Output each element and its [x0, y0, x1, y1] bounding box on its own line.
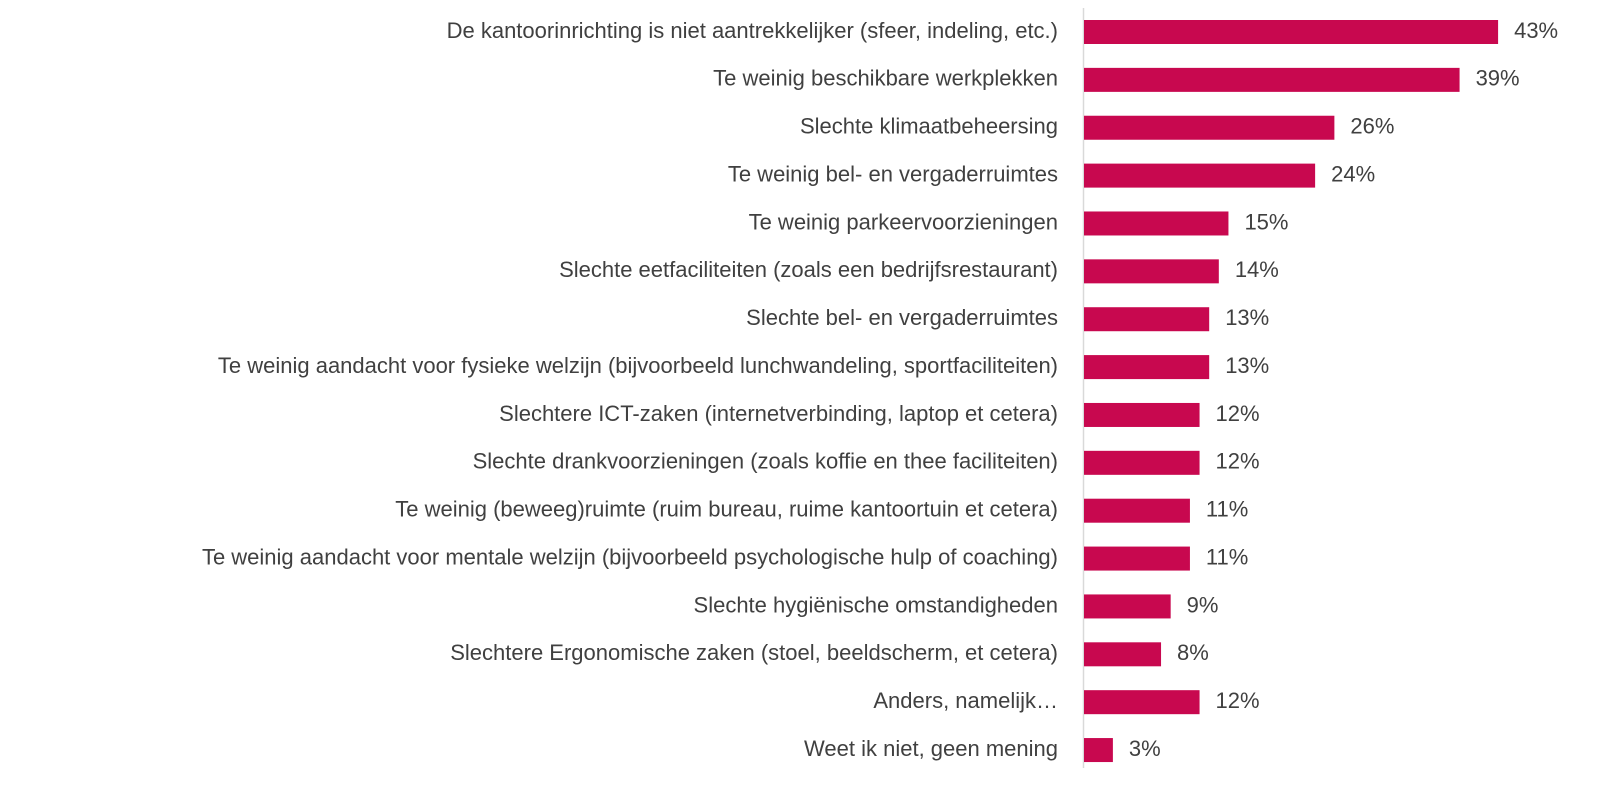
bar: [1084, 355, 1210, 380]
value-label: 13%: [1225, 353, 1269, 378]
value-label: 12%: [1216, 449, 1260, 474]
category-label: Te weinig (beweeg)ruimte (ruim bureau, r…: [395, 497, 1058, 522]
category-label: Te weinig parkeervoorzieningen: [749, 209, 1058, 234]
category-label: Te weinig beschikbare werkplekken: [713, 66, 1058, 91]
value-label: 12%: [1216, 688, 1260, 713]
category-label: Te weinig bel- en vergaderruimtes: [728, 161, 1058, 186]
bar: [1084, 402, 1200, 427]
bar: [1084, 738, 1113, 763]
value-label: 11%: [1206, 544, 1248, 569]
bar: [1084, 690, 1200, 715]
value-label: 14%: [1235, 257, 1279, 282]
value-label: 11%: [1206, 497, 1248, 522]
category-label: De kantoorinrichting is niet aantrekkeli…: [447, 18, 1058, 43]
bar: [1084, 20, 1499, 44]
bar: [1084, 498, 1190, 523]
bar: [1084, 546, 1190, 571]
category-label: Slechte eetfaciliteiten (zoals een bedri…: [559, 257, 1058, 282]
value-label: 8%: [1177, 640, 1209, 665]
category-label: Te weinig aandacht voor mentale welzijn …: [202, 544, 1058, 569]
bar: [1084, 642, 1162, 667]
value-label: 43%: [1514, 18, 1558, 43]
bar: [1084, 67, 1460, 92]
category-label: Anders, namelijk…: [873, 688, 1058, 713]
value-label: 12%: [1216, 401, 1260, 426]
bar: [1084, 211, 1229, 236]
bar: [1084, 450, 1200, 475]
value-label: 13%: [1225, 305, 1269, 330]
bar: [1084, 594, 1171, 619]
category-label: Slechte klimaatbeheersing: [800, 114, 1058, 139]
category-label: Weet ik niet, geen mening: [804, 736, 1058, 761]
category-label: Slechtere Ergonomische zaken (stoel, bee…: [450, 640, 1058, 665]
value-label: 3%: [1129, 736, 1161, 761]
category-label: Te weinig aandacht voor fysieke welzijn …: [218, 353, 1058, 378]
value-label: 15%: [1244, 209, 1288, 234]
value-label: 26%: [1350, 114, 1394, 139]
bar: [1084, 115, 1335, 140]
bar: [1084, 163, 1316, 188]
bar: [1084, 259, 1219, 284]
value-label: 9%: [1187, 592, 1219, 617]
category-label: Slechtere ICT-zaken (internetverbinding,…: [499, 401, 1058, 426]
category-label: Slechte drankvoorzieningen (zoals koffie…: [473, 449, 1058, 474]
value-label: 39%: [1476, 66, 1520, 91]
bar: [1084, 307, 1210, 332]
value-label: 24%: [1331, 161, 1375, 186]
category-label: Slechte hygiënische omstandigheden: [694, 592, 1058, 617]
category-label: Slechte bel- en vergaderruimtes: [746, 305, 1058, 330]
